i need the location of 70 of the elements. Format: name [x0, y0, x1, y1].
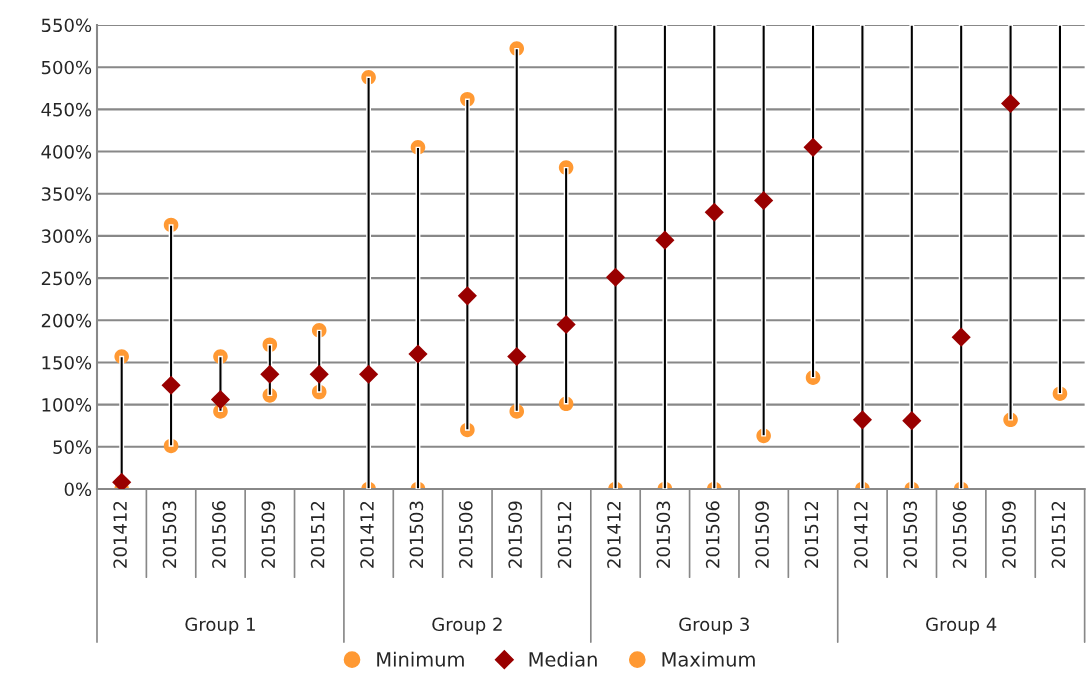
text: Group 3	[679, 617, 749, 635]
legend-label: Maximum	[662, 651, 755, 667]
text: Group 1	[185, 617, 255, 635]
y-tick-label: 150%	[42, 355, 92, 370]
y-tick-label: 300%	[41, 229, 92, 244]
x-tick-label: 201506	[212, 501, 226, 568]
bar	[909, 25, 915, 489]
point	[210, 390, 231, 410]
y-tick-label: 100%	[42, 398, 92, 412]
x-tick-label: 201509	[508, 501, 522, 568]
point	[1001, 93, 1021, 114]
bar	[860, 25, 865, 489]
y-tick-label: 500%	[41, 60, 92, 75]
point	[112, 472, 132, 489]
x-tick-label: 201512	[1051, 501, 1066, 568]
legend-label: Minimum	[377, 651, 464, 667]
x-tick-label: 201503	[409, 501, 424, 568]
point	[161, 375, 181, 395]
point	[457, 286, 477, 306]
y-tick-label: 400%	[41, 145, 92, 159]
x-tick-label: 201506	[952, 501, 967, 568]
x-tick-label: 201506	[458, 501, 473, 568]
bar	[613, 25, 618, 489]
y-tick-label: 200%	[41, 313, 92, 328]
bar	[563, 166, 569, 405]
y-tick-label: 550%	[41, 18, 92, 33]
bar	[514, 47, 520, 413]
x-tick-label: 201412	[854, 501, 868, 568]
point	[951, 327, 971, 347]
x-tick-label: 201503	[903, 501, 918, 568]
y-tick-label: 50%	[53, 440, 92, 454]
legend-label: Median	[529, 651, 597, 667]
point	[754, 190, 774, 211]
point	[852, 410, 872, 430]
bar	[662, 25, 668, 489]
point	[803, 137, 823, 157]
point	[408, 344, 428, 364]
x-tick-label: 201503	[162, 501, 177, 568]
text: Group 4	[926, 617, 997, 635]
point	[655, 230, 675, 250]
bar	[464, 98, 470, 431]
point	[260, 364, 280, 384]
point	[605, 267, 626, 287]
bar	[958, 25, 964, 489]
x-tick-label: 201503	[656, 501, 671, 568]
x-tick-label: 201512	[804, 501, 819, 568]
y-tick-label: 0%	[64, 482, 92, 497]
point	[507, 346, 527, 367]
y-tick-label: 450%	[41, 102, 92, 117]
y-tick-label: 350%	[41, 187, 92, 201]
x-tick-label: 201509	[261, 501, 276, 568]
x-tick-label: 201509	[755, 501, 769, 568]
point	[359, 364, 379, 384]
bar	[366, 76, 372, 489]
x-tick-label: 201412	[360, 501, 374, 568]
bar	[1008, 25, 1013, 421]
x-tick-label: 201412	[607, 501, 621, 568]
x-tick-label: 201506	[705, 501, 720, 568]
bar	[761, 25, 767, 437]
x-tick-label: 201509	[1002, 501, 1016, 568]
y-tick-label: 250%	[41, 271, 92, 286]
point	[556, 314, 576, 335]
x-tick-label: 201512	[310, 501, 325, 568]
point	[704, 202, 724, 222]
x-tick-label: 201412	[113, 501, 127, 568]
point	[309, 364, 329, 384]
point	[902, 411, 922, 431]
text: Group 2	[432, 617, 502, 635]
x-tick-label: 201512	[557, 501, 572, 568]
bar	[711, 25, 717, 489]
